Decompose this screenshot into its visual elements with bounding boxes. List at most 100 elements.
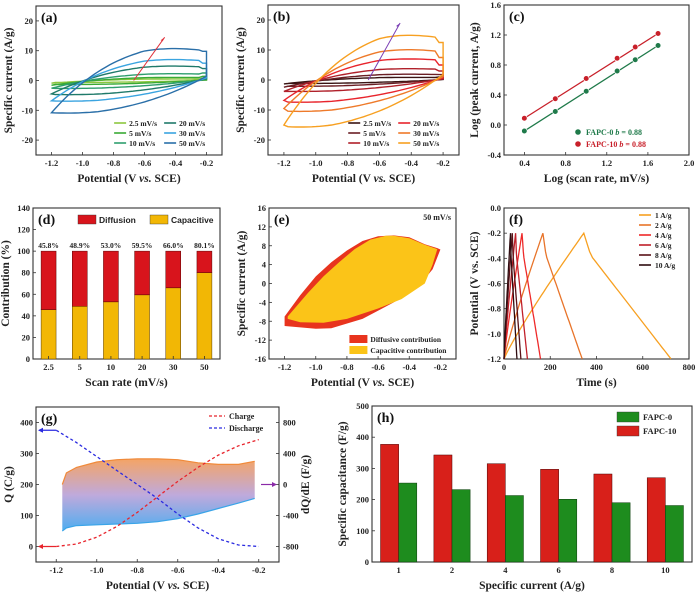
bar-fapc-0 <box>505 495 524 563</box>
legend-label: 6 A/g <box>655 241 672 250</box>
legend-label: 10 mV/s <box>129 139 155 148</box>
x-tick-label: -0.2 <box>200 158 213 168</box>
legend-swatch <box>349 335 368 343</box>
y2-axis-label: dQ/dE (F/g) <box>300 455 312 514</box>
x-axis-label: Specific current (A/g) <box>479 580 585 592</box>
data-point <box>654 42 662 49</box>
y-tick-label: 0 <box>365 557 369 567</box>
bar-fapc-0 <box>451 489 471 563</box>
y-axis-label: Specific current (A/g) <box>235 27 247 133</box>
y-tick-label: -0.6 <box>488 279 501 289</box>
x-tick-label: 0 <box>502 362 506 372</box>
y-tick-label: 0.0 <box>490 203 501 213</box>
legend-swatch <box>616 425 640 437</box>
x-tick-label: -0.2 <box>434 362 447 372</box>
y-tick-label: -20 <box>254 135 265 145</box>
trend-arrow <box>367 22 401 81</box>
panel-c: 0.4 0.8 1.2 1.6 2.0 -0.4 0.0 0.4 0.8 1.2 1.6 Log (s… <box>469 0 694 185</box>
dqde-area <box>62 458 255 531</box>
bar-fapc-10 <box>646 477 666 563</box>
x-tick-label: 2.0 <box>684 158 695 168</box>
data-point <box>552 108 559 115</box>
x-tick-label: -0.8 <box>131 565 144 575</box>
y-tick-label: 20 <box>257 15 266 25</box>
bar-fapc-10 <box>540 469 559 563</box>
x-axis-label: Potential (V vs. SCE) <box>311 377 414 389</box>
x-tick-label: -0.8 <box>341 158 354 168</box>
y-tick-label: 500 <box>356 401 369 411</box>
y2-tick-label: 400 <box>283 449 296 459</box>
bar-fapc-10 <box>486 463 506 563</box>
data-label: 66.0% <box>163 241 184 250</box>
legend-label: 4 A/g <box>655 231 672 240</box>
x-tick-label: -0.4 <box>169 158 183 168</box>
x-axis-label: Scan rate (mV/s) <box>85 377 168 389</box>
gcd-curve <box>503 233 529 360</box>
legend-label: 10 mV/s <box>363 139 389 148</box>
y2-tick-label: 0 <box>283 480 287 490</box>
bar-diffusion <box>196 250 213 273</box>
trend-arrow <box>133 36 166 81</box>
legend-label: FAPC-0 b = 0.88 <box>586 128 642 137</box>
legend-label: 2.5 mV/s <box>129 119 157 128</box>
legend-swatch <box>149 214 169 225</box>
data-label: 59.5% <box>132 241 153 250</box>
bar-fapc-0 <box>611 502 631 563</box>
y-axis-label: Specific current (A/g) <box>236 230 248 336</box>
y-tick-label: -20 <box>22 135 33 145</box>
x-tick-label: -1.0 <box>90 565 103 575</box>
legend-label: FAPC-10 b = 0.88 <box>586 140 646 149</box>
y-tick-label: 0 <box>26 354 30 364</box>
plot-frame <box>503 4 690 156</box>
x-tick-label: 200 <box>544 362 557 372</box>
x-axis-label: Log (scan rate, mV/s) <box>544 173 650 185</box>
arrow-right-icon <box>272 482 277 487</box>
y-tick-label: -0.2 <box>488 228 501 238</box>
x-axis-label: Potential (V vs. SCE) <box>77 173 180 185</box>
data-point <box>632 56 639 63</box>
gcd-curve <box>503 233 518 360</box>
panel-label: (g) <box>41 412 58 427</box>
legend-label: Charge <box>229 412 255 421</box>
x-tick-label: 30 <box>169 362 178 372</box>
bar-capacitive <box>40 309 57 360</box>
y-tick-label: 0 <box>29 76 33 86</box>
data-point <box>552 95 559 102</box>
x-tick-label: -1.2 <box>277 158 290 168</box>
bar-capacitive <box>134 294 150 360</box>
y-tick-label: 0 <box>262 279 266 289</box>
y-axis-label: Q (C/g) <box>3 466 15 503</box>
x-tick-label: 5 <box>78 362 82 372</box>
legend-label: 8 A/g <box>655 251 672 260</box>
bar-capacitive <box>165 287 181 360</box>
y-tick-label: 100 <box>17 246 30 256</box>
x-tick-label: -0.4 <box>403 362 417 372</box>
legend-swatch <box>349 346 368 354</box>
bar-fapc-10 <box>593 473 613 563</box>
y-tick-label: 20 <box>25 16 34 26</box>
x-tick-label: -1.0 <box>309 362 322 372</box>
charge-curve <box>56 438 259 548</box>
legend-label: Capacitive <box>171 215 214 225</box>
y-tick-label: 300 <box>20 449 33 459</box>
panel-e: -1.2 -1.0 -0.8 -0.6 -0.4 -0.2 -16 -12 -8 -4 0 4 8 12 1… <box>236 203 457 389</box>
legend-label: 2 A/g <box>655 221 672 230</box>
data-point <box>654 30 662 37</box>
y-tick-label: 200 <box>20 480 33 490</box>
y2-tick-label: 800 <box>283 418 296 428</box>
y-tick-label: -1.0 <box>488 329 501 339</box>
data-point <box>583 88 590 95</box>
y-tick-label: 0 <box>29 542 33 552</box>
panel-label: (b) <box>273 10 290 25</box>
y2-tick-label: -800 <box>283 542 299 552</box>
y-tick-label: -10 <box>254 105 265 115</box>
bar-diffusion <box>72 250 88 307</box>
y-tick-label: -12 <box>255 335 266 345</box>
x-tick-label: 600 <box>636 362 649 372</box>
bar-fapc-0 <box>665 505 684 563</box>
panel-label: (e) <box>274 213 290 228</box>
x-tick-label: -1.0 <box>76 158 89 168</box>
legend-marker <box>575 129 581 135</box>
y-tick-label: 10 <box>25 46 34 56</box>
y-tick-label: 60 <box>22 289 31 299</box>
